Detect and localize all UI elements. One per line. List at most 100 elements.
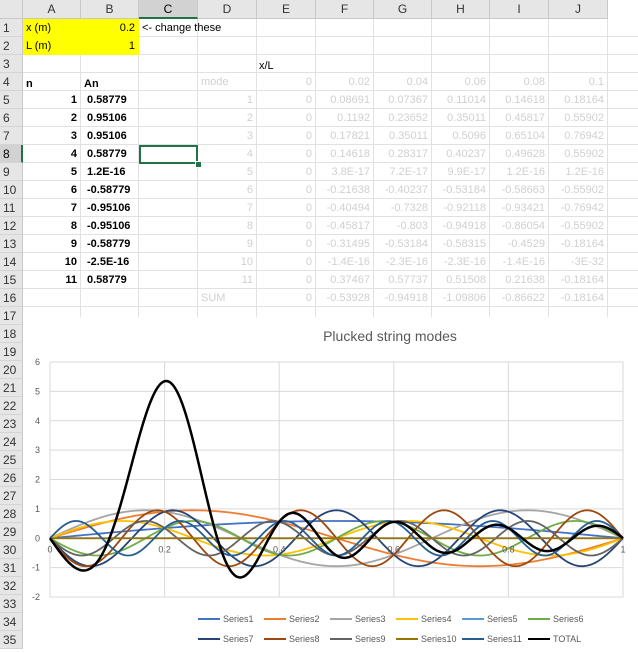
mode-number-cell[interactable]: 3 — [246, 130, 253, 142]
mode-number-cell[interactable]: 10 — [240, 256, 253, 268]
row-header-34[interactable]: 34 — [0, 613, 23, 631]
mode-value-cell[interactable]: 0.14618 — [505, 94, 545, 106]
x-header-cell[interactable]: 0.1 — [588, 76, 604, 88]
mode-value-cell[interactable]: 0.57737 — [388, 274, 428, 286]
mode-value-cell[interactable]: 0.65104 — [505, 130, 545, 142]
row-header-3[interactable]: 3 — [0, 55, 23, 73]
mode-value-cell[interactable]: -0.40237 — [384, 184, 428, 196]
row-header-32[interactable]: 32 — [0, 577, 23, 595]
row-header-33[interactable]: 33 — [0, 595, 23, 613]
mode-value-cell[interactable]: 0.11014 — [447, 94, 486, 106]
an-cell[interactable]: 0.58779 — [87, 94, 127, 106]
row-header-10[interactable]: 10 — [0, 181, 23, 199]
row-header-9[interactable]: 9 — [0, 163, 23, 181]
an-cell[interactable]: -0.95106 — [87, 202, 131, 214]
mode-value-cell[interactable]: 0 — [305, 202, 312, 214]
mode-value-cell[interactable]: -0.53184 — [442, 184, 486, 196]
sum-label-cell[interactable]: SUM — [201, 292, 226, 304]
row-header-7[interactable]: 7 — [0, 127, 23, 145]
n-cell[interactable]: 5 — [70, 166, 77, 178]
row-header-26[interactable]: 26 — [0, 469, 23, 487]
mode-value-cell[interactable]: 7.2E-17 — [389, 166, 428, 178]
mode-header-cell[interactable]: mode — [201, 76, 229, 88]
sum-value-cell[interactable]: -0.18164 — [560, 292, 604, 304]
mode-value-cell[interactable]: -0.55902 — [560, 184, 604, 196]
row-header-29[interactable]: 29 — [0, 523, 23, 541]
mode-value-cell[interactable]: -0.92118 — [443, 202, 486, 214]
row-header-14[interactable]: 14 — [0, 253, 23, 271]
mode-value-cell[interactable]: 0 — [305, 256, 312, 268]
mode-value-cell[interactable]: -1.4E-16 — [327, 256, 370, 268]
mode-value-cell[interactable]: 0.08691 — [330, 94, 370, 106]
n-cell[interactable]: 9 — [70, 238, 77, 250]
mode-value-cell[interactable]: -0.55902 — [560, 220, 604, 232]
mode-value-cell[interactable]: -0.86054 — [501, 220, 545, 232]
mode-value-cell[interactable]: 0 — [305, 148, 312, 160]
mode-value-cell[interactable]: -0.93421 — [501, 202, 545, 214]
column-header-H[interactable]: H — [432, 0, 490, 19]
row-header-25[interactable]: 25 — [0, 451, 23, 469]
an-cell[interactable]: 1.2E-16 — [87, 166, 126, 178]
mode-value-cell[interactable]: 0.07367 — [388, 94, 428, 106]
row-header-31[interactable]: 31 — [0, 559, 23, 577]
n-cell[interactable]: 7 — [70, 202, 77, 214]
mode-value-cell[interactable]: -2.3E-16 — [443, 256, 486, 268]
mode-value-cell[interactable]: 0 — [305, 112, 312, 124]
mode-value-cell[interactable]: -0.58315 — [442, 238, 486, 250]
mode-value-cell[interactable]: 0 — [305, 238, 312, 250]
row-header-23[interactable]: 23 — [0, 415, 23, 433]
mode-value-cell[interactable]: 0.35011 — [389, 130, 428, 142]
sum-value-cell[interactable]: -1.09806 — [442, 292, 486, 304]
mode-value-cell[interactable]: -0.18164 — [560, 274, 604, 286]
mode-value-cell[interactable]: 0.14618 — [330, 148, 370, 160]
row-header-11[interactable]: 11 — [0, 199, 23, 217]
row-header-12[interactable]: 12 — [0, 217, 23, 235]
mode-value-cell[interactable]: 1.2E-16 — [506, 166, 545, 178]
column-header-D[interactable]: D — [198, 0, 257, 19]
column-header-A[interactable]: A — [23, 0, 81, 19]
row-header-13[interactable]: 13 — [0, 235, 23, 253]
chart[interactable]: Plucked string modes -2 -1 0 1 2 3 4 5 6 0 0.2 0.4… — [23, 317, 638, 653]
mode-value-cell[interactable]: -0.7328 — [390, 202, 428, 214]
mode-number-cell[interactable]: 5 — [246, 166, 253, 178]
mode-value-cell[interactable]: -0.45817 — [326, 220, 370, 232]
n-cell[interactable]: 10 — [64, 256, 77, 268]
mode-value-cell[interactable]: -3E-32 — [570, 256, 604, 268]
row-header-35[interactable]: 35 — [0, 631, 23, 649]
mode-value-cell[interactable]: 0.17821 — [330, 130, 370, 142]
x-value-cell[interactable]: 0.2 — [81, 19, 139, 37]
n-cell[interactable]: 6 — [70, 184, 77, 196]
row-header-20[interactable]: 20 — [0, 361, 23, 379]
an-cell[interactable]: -0.58779 — [87, 238, 131, 250]
mode-value-cell[interactable]: 0.76942 — [564, 130, 604, 142]
sum-value-cell[interactable]: -0.86622 — [501, 292, 545, 304]
n-cell[interactable]: 11 — [65, 274, 77, 286]
column-header-G[interactable]: G — [374, 0, 432, 19]
mode-number-cell[interactable]: 11 — [241, 274, 253, 286]
mode-value-cell[interactable]: 3.8E-17 — [331, 166, 370, 178]
mode-value-cell[interactable]: 0.21638 — [505, 274, 545, 286]
row-header-6[interactable]: 6 — [0, 109, 23, 127]
row-header-1[interactable]: 1 — [0, 19, 23, 37]
row-header-22[interactable]: 22 — [0, 397, 23, 415]
mode-value-cell[interactable]: 0.49628 — [505, 148, 545, 160]
an-cell[interactable]: 0.95106 — [87, 130, 127, 142]
n-header-cell[interactable]: n — [26, 78, 33, 90]
column-header-F[interactable]: F — [316, 0, 374, 19]
mode-value-cell[interactable]: 0 — [305, 274, 312, 286]
row-header-18[interactable]: 18 — [0, 325, 23, 343]
x-header-cell[interactable]: 0 — [305, 76, 312, 88]
an-cell[interactable]: -0.95106 — [87, 220, 131, 232]
mode-value-cell[interactable]: -1.4E-16 — [502, 256, 545, 268]
column-header-J[interactable]: J — [549, 0, 608, 19]
mode-value-cell[interactable]: 0.40237 — [446, 148, 486, 160]
mode-number-cell[interactable]: 1 — [246, 94, 253, 106]
mode-number-cell[interactable]: 2 — [246, 112, 253, 124]
fill-handle[interactable] — [195, 161, 202, 168]
column-header-B[interactable]: B — [81, 0, 139, 19]
note-cell[interactable]: <- change these — [142, 22, 222, 34]
chart-area[interactable] — [23, 317, 638, 653]
mode-value-cell[interactable]: -0.94918 — [442, 220, 486, 232]
sum-value-cell[interactable]: -0.94918 — [384, 292, 428, 304]
mode-number-cell[interactable]: 6 — [246, 184, 253, 196]
